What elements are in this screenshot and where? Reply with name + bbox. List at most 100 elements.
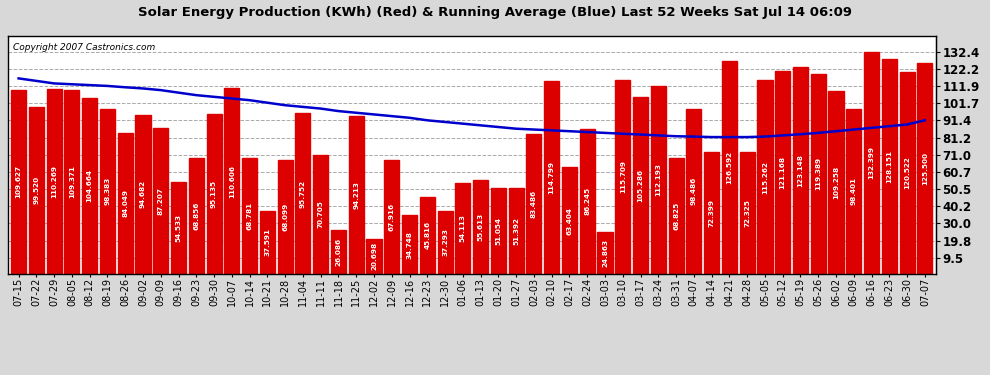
Bar (225, 88, 240, 274)
Text: 63.404: 63.404 (566, 207, 572, 234)
Bar (348, 116, 363, 274)
Bar (811, 74, 826, 274)
Text: 72.399: 72.399 (709, 199, 715, 227)
Bar (331, 230, 346, 274)
Bar (846, 109, 861, 274)
Text: 26.086: 26.086 (336, 238, 342, 266)
Bar (793, 67, 808, 274)
Bar (775, 70, 790, 274)
Bar (455, 183, 470, 274)
Bar (171, 182, 186, 274)
Text: 98.486: 98.486 (691, 177, 697, 205)
Text: Copyright 2007 Castronics.com: Copyright 2007 Castronics.com (13, 43, 154, 52)
Text: 94.213: 94.213 (353, 181, 359, 209)
Text: 67.916: 67.916 (389, 203, 395, 231)
Text: 20.698: 20.698 (371, 242, 377, 270)
Text: Solar Energy Production (KWh) (Red) & Running Average (Blue) Last 52 Weeks Sat J: Solar Energy Production (KWh) (Red) & Ru… (138, 6, 852, 19)
Bar (668, 158, 684, 274)
Bar (64, 90, 79, 274)
Bar (384, 160, 399, 274)
Bar (580, 129, 595, 274)
Bar (242, 158, 257, 274)
Text: 126.592: 126.592 (727, 151, 733, 184)
Text: 115.262: 115.262 (762, 160, 768, 194)
Bar (295, 113, 311, 274)
Text: 95.752: 95.752 (300, 179, 306, 207)
Text: 37.293: 37.293 (443, 228, 448, 256)
Bar (864, 52, 879, 274)
Text: 51.392: 51.392 (513, 217, 519, 244)
Bar (313, 155, 329, 274)
Text: 54.113: 54.113 (459, 214, 466, 242)
Bar (259, 211, 275, 274)
Text: 98.401: 98.401 (850, 177, 856, 205)
Bar (544, 81, 559, 274)
Text: 86.245: 86.245 (584, 188, 590, 216)
Text: 68.825: 68.825 (673, 202, 679, 230)
Text: 105.286: 105.286 (638, 169, 644, 202)
Text: 70.705: 70.705 (318, 201, 324, 228)
Text: 34.748: 34.748 (407, 231, 413, 258)
Bar (473, 180, 488, 274)
Bar (882, 59, 897, 274)
Text: 98.383: 98.383 (104, 177, 111, 206)
Bar (918, 63, 933, 274)
Bar (527, 134, 542, 274)
Text: 84.049: 84.049 (122, 189, 129, 217)
Text: 24.863: 24.863 (602, 239, 608, 267)
Text: 83.486: 83.486 (531, 190, 537, 218)
Text: 132.399: 132.399 (868, 146, 874, 179)
Text: 95.135: 95.135 (211, 180, 217, 208)
Text: 109.371: 109.371 (69, 166, 75, 198)
Bar (29, 107, 44, 274)
Text: 72.325: 72.325 (744, 199, 750, 227)
Text: 114.799: 114.799 (548, 161, 554, 194)
Bar (491, 188, 506, 274)
Bar (47, 89, 61, 274)
Text: 51.054: 51.054 (495, 217, 501, 245)
Bar (757, 81, 772, 274)
Text: 112.193: 112.193 (655, 163, 661, 196)
Bar (82, 98, 97, 274)
Text: 87.207: 87.207 (157, 187, 163, 214)
Text: 109.627: 109.627 (16, 165, 22, 198)
Bar (207, 114, 222, 274)
Bar (438, 211, 452, 274)
Bar (900, 72, 915, 274)
Bar (366, 239, 381, 274)
Bar (562, 167, 577, 274)
Bar (633, 97, 648, 274)
Text: 119.389: 119.389 (815, 157, 822, 190)
Text: 45.816: 45.816 (425, 221, 431, 249)
Bar (686, 109, 702, 274)
Text: 121.168: 121.168 (780, 156, 786, 189)
Bar (704, 152, 719, 274)
Bar (100, 109, 115, 274)
Text: 104.664: 104.664 (87, 170, 93, 202)
Bar (420, 197, 435, 274)
Bar (722, 62, 737, 274)
Bar (277, 159, 293, 274)
Bar (829, 90, 843, 274)
Text: 128.151: 128.151 (886, 150, 892, 183)
Text: 125.500: 125.500 (922, 152, 928, 185)
Bar (402, 216, 417, 274)
Bar (650, 86, 666, 274)
Bar (118, 133, 133, 274)
Bar (509, 188, 524, 274)
Text: 37.591: 37.591 (264, 228, 270, 256)
Bar (11, 90, 26, 274)
Text: 94.682: 94.682 (140, 180, 146, 209)
Bar (597, 232, 613, 274)
Text: 110.606: 110.606 (229, 165, 235, 198)
Text: 120.522: 120.522 (904, 156, 910, 189)
Text: 123.148: 123.148 (798, 154, 804, 187)
Bar (153, 128, 168, 274)
Bar (615, 80, 631, 274)
Text: 115.709: 115.709 (620, 160, 626, 193)
Text: 109.258: 109.258 (833, 166, 840, 199)
Bar (740, 153, 754, 274)
Bar (136, 115, 150, 274)
Text: 68.781: 68.781 (247, 202, 252, 230)
Text: 99.520: 99.520 (34, 176, 40, 204)
